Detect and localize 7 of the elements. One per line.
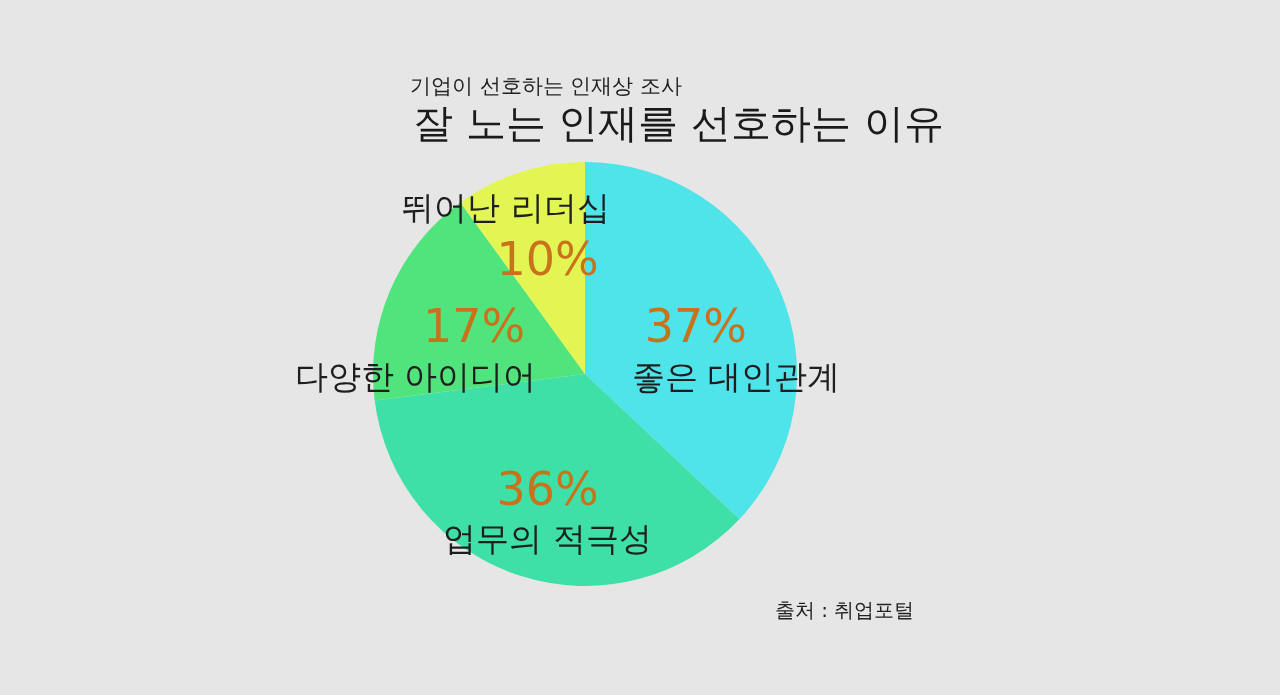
data-label: 37%: [644, 299, 748, 354]
chart-title: 잘 노는 인재를 선호하는 이유: [413, 100, 944, 146]
data-label: 36%: [496, 461, 599, 516]
chart-subtitle: 기업이 선호하는 인재상 조사: [410, 73, 683, 98]
source-note: 출처 : 취업포털: [775, 598, 915, 622]
data-label: 17%: [422, 299, 526, 354]
slice-label: 업무의 적극성: [443, 519, 652, 559]
